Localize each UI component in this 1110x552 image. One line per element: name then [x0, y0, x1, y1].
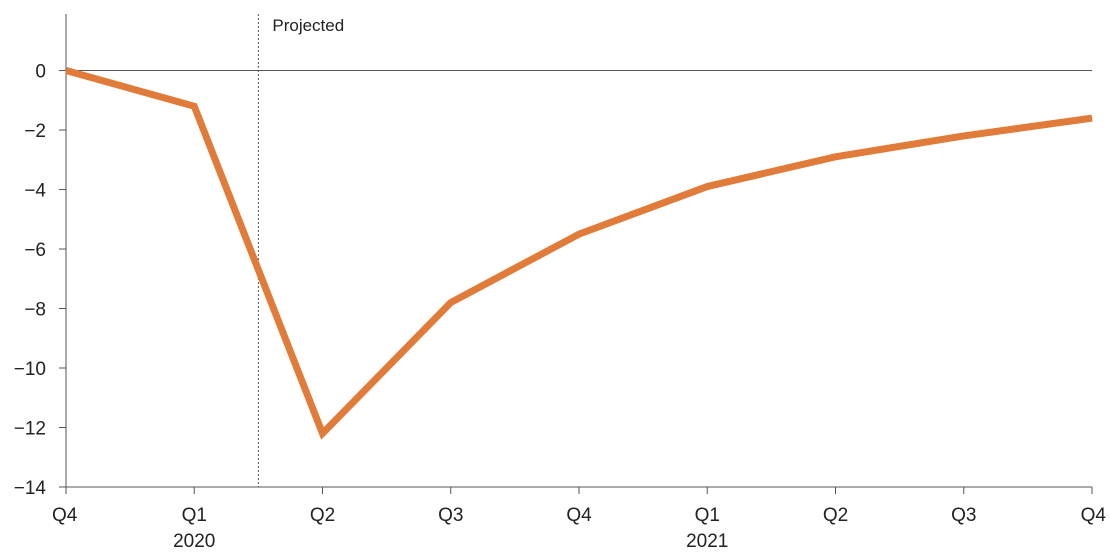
- data-point: [450, 302, 452, 304]
- projected-label: Projected: [272, 16, 344, 35]
- data-point: [706, 186, 708, 188]
- y-tick-label: −2: [24, 121, 46, 142]
- data-point: [193, 105, 195, 107]
- x-tick-label: Q1: [695, 505, 720, 526]
- x-tick-group: Q4 Q1 Q2 Q3 Q4 Q1 Q2 Q3 Q4 2020 2021: [52, 487, 1106, 552]
- x-tick-label: Q2: [310, 505, 335, 526]
- x-tick-label: Q2: [823, 505, 848, 526]
- y-tick-label: −4: [24, 181, 46, 202]
- x-tick-label: Q4: [52, 505, 78, 526]
- y-tick-label: −6: [24, 240, 46, 261]
- x-year-label: 2020: [173, 531, 215, 552]
- x-tick-label: Q3: [438, 505, 463, 526]
- y-tick-label: 0: [35, 62, 46, 83]
- y-tick-label: −14: [14, 478, 47, 499]
- data-point: [578, 233, 580, 235]
- data-point: [65, 70, 67, 72]
- data-point: [322, 432, 323, 434]
- data-point: [1091, 117, 1093, 119]
- y-tick-group: 0 −2 −4 −6 −8 −10 −12 −14: [14, 62, 66, 499]
- y-tick-label: −12: [14, 419, 46, 440]
- x-tick-label: Q4: [566, 505, 592, 526]
- x-tick-label: Q4: [1081, 505, 1107, 526]
- x-tick-label: Q1: [182, 505, 207, 526]
- data-point: [835, 156, 836, 158]
- data-point: [963, 135, 965, 137]
- y-tick-label: −10: [14, 359, 46, 380]
- x-tick-label: Q3: [951, 505, 976, 526]
- series-group: [65, 67, 1093, 440]
- x-year-label: 2021: [686, 531, 728, 552]
- y-tick-label: −8: [24, 300, 46, 321]
- series-line: [65, 67, 1093, 440]
